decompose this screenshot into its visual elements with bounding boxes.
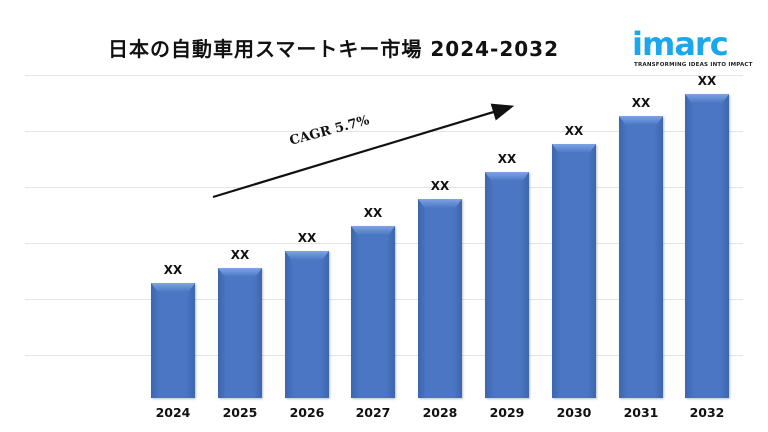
imarc-logo: imarc TRANSFORMING IDEAS INTO IMPACT (632, 18, 752, 68)
bar-2031 (619, 116, 663, 398)
x-axis-tick-label: 2030 (556, 405, 592, 420)
chart-title: 日本の自動車用スマートキー市場 2024-2032 (108, 37, 559, 61)
x-axis-tick-label: 2024 (155, 405, 191, 420)
bar-value-label: XX (230, 248, 250, 262)
bar-value-label: XX (564, 124, 584, 138)
x-axis-tick-label: 2032 (689, 405, 725, 420)
logo-tagline: TRANSFORMING IDEAS INTO IMPACT (634, 62, 753, 68)
bar-2030 (552, 144, 596, 398)
bar-2029 (485, 172, 529, 398)
bar-value-label: XX (163, 263, 183, 277)
bar-value-label: XX (697, 74, 717, 88)
bar-2026 (285, 251, 329, 398)
bar-value-label: XX (430, 179, 450, 193)
gridline (25, 75, 743, 76)
bar-2032 (685, 94, 729, 398)
logo-wordmark: imarc (632, 25, 729, 63)
x-axis-tick-label: 2029 (489, 405, 525, 420)
bar-2025 (218, 268, 262, 398)
gridline (25, 187, 743, 188)
bar-value-label: XX (497, 152, 517, 166)
x-axis-tick-label: 2026 (289, 405, 325, 420)
bar-value-label: XX (363, 206, 383, 220)
bar-2027 (351, 226, 395, 398)
x-axis-tick-label: 2027 (355, 405, 391, 420)
bar-value-label: XX (631, 96, 651, 110)
x-axis-tick-label: 2025 (222, 405, 258, 420)
x-axis-tick-label: 2028 (422, 405, 458, 420)
bar-value-label: XX (297, 231, 317, 245)
x-axis-tick-label: 2031 (623, 405, 659, 420)
gridline (25, 131, 743, 132)
bar-2028 (418, 199, 462, 398)
bar-2024 (151, 283, 195, 398)
